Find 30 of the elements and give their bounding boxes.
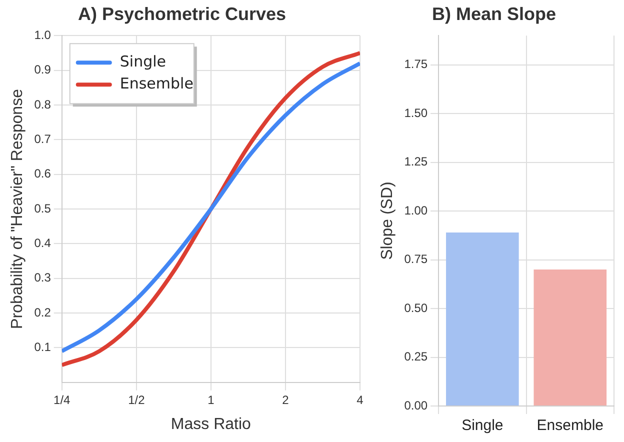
y-axis-title: Slope (SD) [379,182,396,260]
y-tick-label: 0.75 [404,252,428,266]
y-tick-label: 0.50 [404,300,428,315]
y-tick-label: 0.00 [404,398,428,412]
x-tick-label: 4 [356,392,364,407]
y-tick-label: 1.75 [404,57,428,72]
x-tick-label: 1/4 [54,392,71,407]
y-tick-label: 0.3 [34,270,52,285]
y-tick-label: 0.1 [34,340,52,354]
y-axis-title: Probability of "Heavier" Response [9,88,26,329]
legend-label: Ensemble [120,74,194,92]
y-tick-label: 0.6 [34,166,52,181]
chart-title: B) Mean Slope [432,4,556,24]
x-axis-title: Mass Ratio [170,416,252,433]
y-tick-label: 1.50 [404,106,428,120]
x-tick-label: 1 [208,392,215,407]
y-tick-label: 0.25 [404,350,428,364]
y-tick-label: 0.5 [34,201,52,216]
y-tick-label: 0.8 [34,97,52,112]
y-tick-label: 1.0 [34,28,52,42]
y-tick-label: 0.4 [34,236,52,250]
y-tick-label: 1.00 [404,203,428,218]
y-tick-label: 0.7 [34,132,52,146]
y-tick-label: 1.25 [404,154,428,169]
x-tick-label: 2 [282,392,290,407]
y-tick-label: 0.9 [34,62,52,77]
x-tick-label: 1/2 [128,392,146,407]
y-tick-label: 0.2 [34,305,52,320]
legend-label: Single [120,52,166,70]
chart-title: A) Psychometric Curves [78,4,286,24]
